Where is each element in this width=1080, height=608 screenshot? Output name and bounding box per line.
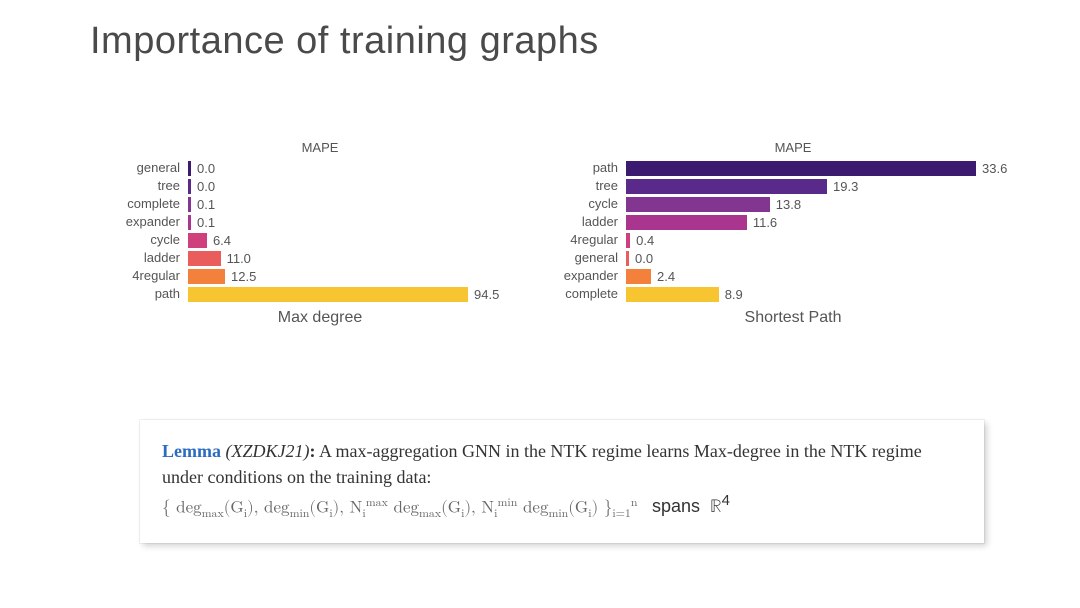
bar-value-label: 11.0 [221,251,251,266]
bar-track: 2.4 [626,269,976,284]
bar-value-label: 8.9 [719,287,743,302]
page-title: Importance of training graphs [90,20,599,63]
bar-track: 19.3 [626,179,976,194]
bar-category-label: complete [100,195,188,213]
bar-track: 33.6 [626,161,976,176]
bar: 0.4 [626,233,630,248]
bar-category-label: ladder [100,249,188,267]
bar: 19.3 [626,179,827,194]
bar-track: 13.8 [626,197,976,212]
lemma-keyword: Lemma [162,441,221,461]
bar-row: complete0.1 [100,195,468,213]
bar-category-label: path [100,285,188,303]
bar: 0.0 [626,251,629,266]
bar-row: cycle13.8 [538,195,976,213]
bar-category-label: general [100,159,188,177]
bar-track: 0.0 [626,251,976,266]
bar-category-label: cycle [538,195,626,213]
real-exponent: 4 [722,492,730,509]
bar-track: 11.0 [188,251,468,266]
charts-container: MAPEgeneral0.0tree0.0complete0.1expander… [100,140,1000,327]
chart-title: MAPE [618,140,968,155]
bar-track: 11.6 [626,215,976,230]
bar-value-label: 0.4 [630,233,654,248]
bar: 11.6 [626,215,747,230]
bar-value-label: 0.0 [629,251,653,266]
bar-track: 12.5 [188,269,468,284]
bar: 8.9 [626,287,719,302]
bar-track: 0.1 [188,215,468,230]
bar-category-label: path [538,159,626,177]
lemma-citation: (XZDKJ21) [225,441,309,461]
bar-value-label: 13.8 [770,197,801,212]
bar-row: 4regular12.5 [100,267,468,285]
bar-track: 0.0 [188,179,468,194]
bar-value-label: 94.5 [468,287,499,302]
bar: 0.1 [188,197,191,212]
bar-value-label: 11.6 [747,215,777,230]
lemma-spans-word: spans [652,496,700,516]
bar-row: expander0.1 [100,213,468,231]
chart-title: MAPE [180,140,460,155]
bar-category-label: 4regular [538,231,626,249]
bar: 12.5 [188,269,225,284]
slide: Importance of training graphs MAPE genera… [0,0,1080,608]
bar-row: general0.0 [100,159,468,177]
bar-row: tree0.0 [100,177,468,195]
bar-chart: MAPEpath33.6tree19.3cycle13.8ladder11.64… [538,140,976,327]
bar-track: 0.4 [626,233,976,248]
bar-value-label: 33.6 [976,161,1007,176]
bar-row: cycle6.4 [100,231,468,249]
lemma-box: Lemma (XZDKJ21): A max-aggregation GNN i… [140,420,984,543]
lemma-math: { degmax(Gi), degmin(Gi), Nimax degmax(G… [162,495,637,523]
bar-value-label: 6.4 [207,233,231,248]
bar: 2.4 [626,269,651,284]
bar-category-label: expander [538,267,626,285]
bar-value-label: 12.5 [225,269,256,284]
bar-category-label: 4regular [100,267,188,285]
x-axis-label: Max degree [180,309,460,327]
lemma-spans: spans ℝ4 [652,496,730,516]
bar-row: tree19.3 [538,177,976,195]
bar-category-label: expander [100,213,188,231]
bar: 0.0 [188,161,191,176]
bar-track: 8.9 [626,287,976,302]
bar: 94.5 [188,287,468,302]
bar-row: 4regular0.4 [538,231,976,249]
bar-row: path94.5 [100,285,468,303]
real-symbol: ℝ [710,498,722,516]
bar-track: 94.5 [188,287,468,302]
bar-row: ladder11.0 [100,249,468,267]
bar-chart: MAPEgeneral0.0tree0.0complete0.1expander… [100,140,468,327]
bar-row: expander2.4 [538,267,976,285]
bar-value-label: 0.1 [191,215,215,230]
bar-category-label: ladder [538,213,626,231]
bar-track: 6.4 [188,233,468,248]
x-axis-label: Shortest Path [618,309,968,327]
bar: 6.4 [188,233,207,248]
bar-value-label: 2.4 [651,269,675,284]
bar-category-label: tree [538,177,626,195]
bar-track: 0.0 [188,161,468,176]
bar: 0.1 [188,215,191,230]
bar: 0.0 [188,179,191,194]
bar-category-label: cycle [100,231,188,249]
bar-value-label: 0.1 [191,197,215,212]
bar: 33.6 [626,161,976,176]
bar-category-label: tree [100,177,188,195]
bar-category-label: general [538,249,626,267]
bar-value-label: 0.0 [191,179,215,194]
bar-track: 0.1 [188,197,468,212]
bar: 13.8 [626,197,770,212]
bar-value-label: 0.0 [191,161,215,176]
bar-row: path33.6 [538,159,976,177]
bar-row: complete8.9 [538,285,976,303]
bar-category-label: complete [538,285,626,303]
bar-value-label: 19.3 [827,179,858,194]
bar-row: general0.0 [538,249,976,267]
bar: 11.0 [188,251,221,266]
bar-row: ladder11.6 [538,213,976,231]
